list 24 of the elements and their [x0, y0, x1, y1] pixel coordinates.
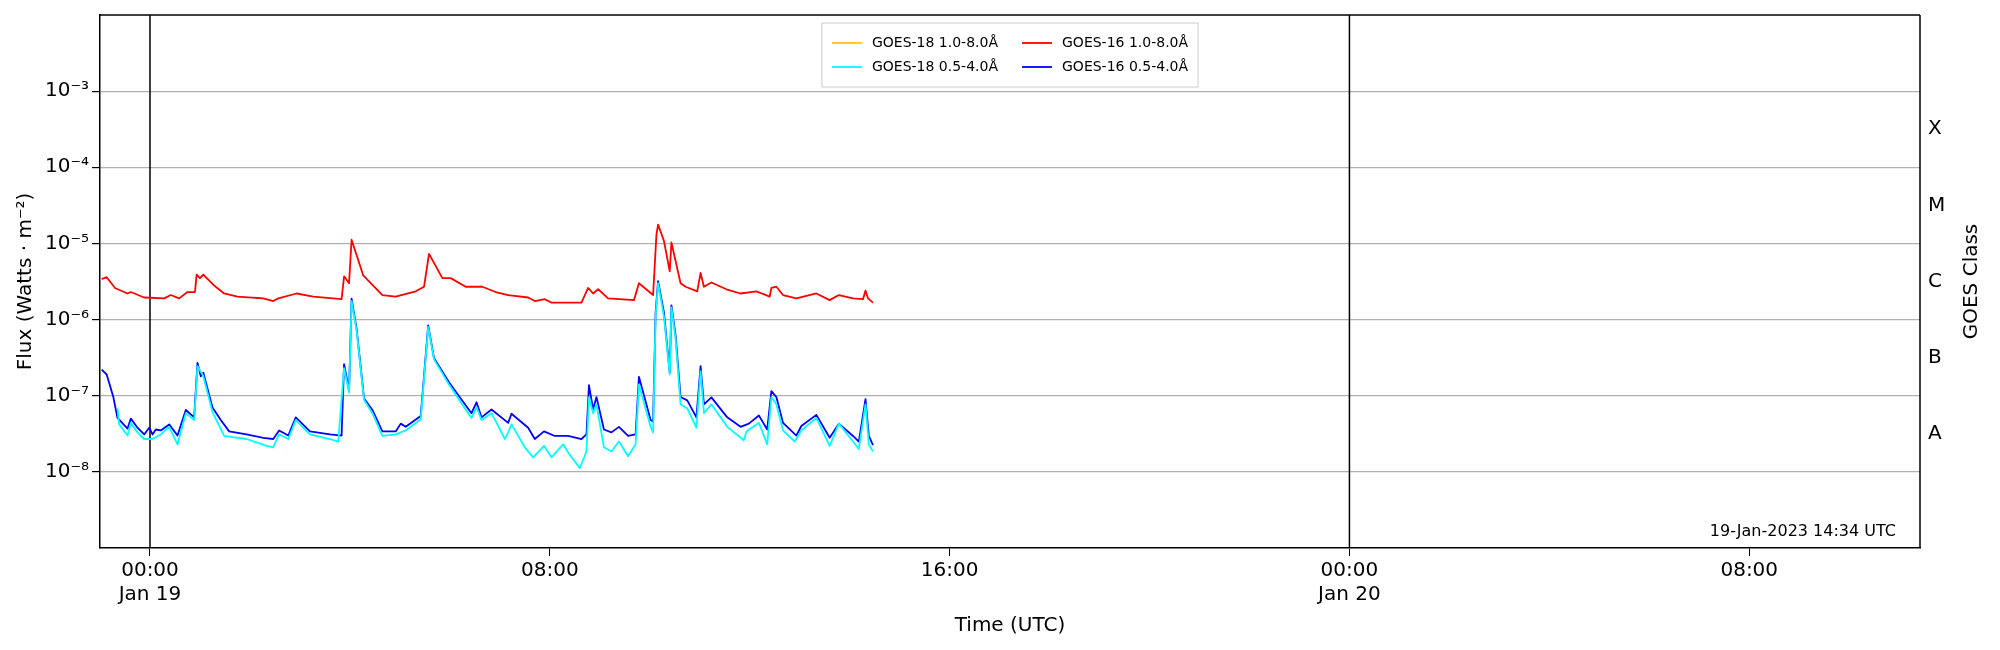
text: B: [1928, 343, 1942, 368]
legend-label: GOES-18 1.0-8.0Å: [871, 33, 999, 50]
y-tick-label: 10⁻⁵: [44, 229, 90, 254]
legend-label: GOES-18 0.5-4.0Å: [871, 57, 999, 74]
annotation: 19-Jan-2023 14:34 UTC: [1709, 521, 1896, 540]
y-tick-label: 10⁻⁸: [44, 458, 90, 483]
text: X: [1928, 115, 1942, 140]
y-tick-label: 10⁻⁷: [44, 381, 90, 406]
x-axis-title: Time (UTC): [953, 612, 1066, 637]
y-tick-label: 10⁻³: [44, 77, 90, 102]
y-axis-title: Flux (Watts · m⁻²): [12, 192, 37, 371]
y2-axis-title: GOES Class: [1958, 223, 1983, 340]
legend-label: GOES-16 1.0-8.0Å: [1062, 33, 1189, 50]
text: M: [1928, 191, 1946, 216]
x-tick-label: 16:00: [920, 557, 979, 582]
x-tick-label: 00:00 Jan 20: [1316, 557, 1381, 606]
y-tick-label: 10⁻⁶: [44, 305, 90, 330]
x-tick-label: 00:00 Jan 19: [116, 557, 182, 606]
legend-label: GOES-16 0.5-4.0Å: [1062, 57, 1189, 74]
text: A: [1928, 419, 1942, 444]
text: C: [1928, 267, 1942, 292]
x-tick-label: 08:00: [520, 557, 579, 582]
y-tick-label: 10⁻⁴: [44, 153, 90, 178]
x-tick-label: 08:00: [1720, 557, 1779, 582]
